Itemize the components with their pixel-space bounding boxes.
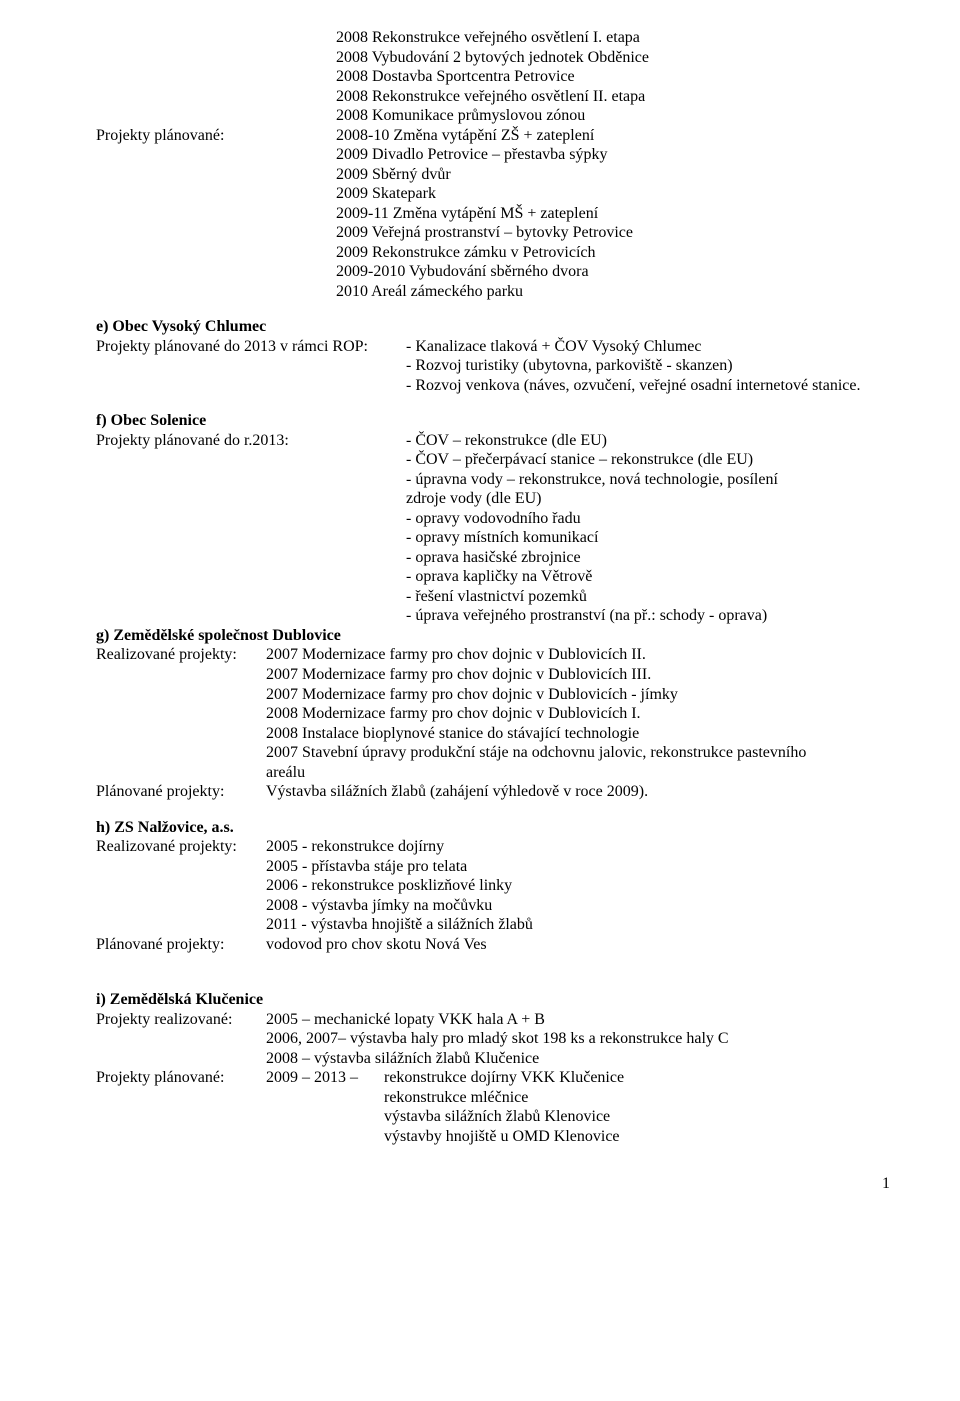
row-label: Projekty plánované: <box>96 126 336 146</box>
text-line: zdroje vody (dle EU) <box>406 489 900 509</box>
text-line: 2007 Stavební úpravy produkční stáje na … <box>266 743 900 763</box>
text-line: rekonstrukce mléčnice <box>384 1088 900 1108</box>
heading-h: h) ZS Nalžovice, a.s. <box>96 818 900 838</box>
labeled-row: Realizované projekty: 2005 - rekonstrukc… <box>96 837 900 857</box>
text-line: 2009 Divadlo Petrovice – přestavba sýpky <box>336 145 900 165</box>
row-label: Realizované projekty: <box>96 645 266 665</box>
row-label: Projekty plánované do r.2013: <box>96 431 406 451</box>
text-line: 2008 – výstavba silážních žlabů Klučenic… <box>266 1049 900 1069</box>
row-label: Projekty plánované do 2013 v rámci ROP: <box>96 337 406 357</box>
row-value: 2008-10 Změna vytápění ZŠ + zateplení <box>336 126 594 146</box>
row-value: 2005 – mechanické lopaty VKK hala A + B <box>266 1010 545 1030</box>
list-i2: rekonstrukce mléčnice výstavba silážních… <box>384 1088 900 1147</box>
text-line: výstavba silážních žlabů Klenovice <box>384 1107 900 1127</box>
row-label: Projekty realizované: <box>96 1010 266 1030</box>
text-line: - opravy místních komunikací <box>406 528 900 548</box>
text-line: výstavby hnojiště u OMD Klenovice <box>384 1127 900 1147</box>
labeled-row: Realizované projekty: 2007 Modernizace f… <box>96 645 900 665</box>
list-f: - ČOV – přečerpávací stanice – rekonstru… <box>406 450 900 626</box>
text-line: 2008 Rekonstrukce veřejného osvětlení I.… <box>336 28 900 48</box>
row-value: - ČOV – rekonstrukce (dle EU) <box>406 431 607 451</box>
labeled-row: Projekty realizované: 2005 – mechanické … <box>96 1010 900 1030</box>
row-label: Plánované projekty: <box>96 782 266 802</box>
section-top: 2008 Rekonstrukce veřejného osvětlení I.… <box>96 28 900 301</box>
list-g1: 2007 Modernizace farmy pro chov dojnic v… <box>266 665 900 782</box>
list-i1: 2006, 2007– výstavba haly pro mladý skot… <box>266 1029 900 1068</box>
labeled-row: Plánované projekty: vodovod pro chov sko… <box>96 935 900 955</box>
labeled-row: Projekty plánované do r.2013: - ČOV – re… <box>96 431 900 451</box>
text-line: 2011 - výstavba hnojiště a silážních žla… <box>266 915 900 935</box>
text-line: 2006, 2007– výstavba haly pro mladý skot… <box>266 1029 900 1049</box>
text-line: 2008 Dostavba Sportcentra Petrovice <box>336 67 900 87</box>
text-line: - oprava kapličky na Větrově <box>406 567 900 587</box>
labeled-row: Projekty plánované: 2009 – 2013 – rekons… <box>96 1068 900 1088</box>
text-line: 2009 Sběrný dvůr <box>336 165 900 185</box>
row-value: - Kanalizace tlaková + ČOV Vysoký Chlume… <box>406 337 701 357</box>
list-e: - Rozvoj turistiky (ubytovna, parkoviště… <box>406 356 900 395</box>
text-line: - Rozvoj turistiky (ubytovna, parkoviště… <box>406 356 900 376</box>
row-value-b: rekonstrukce dojírny VKK Klučenice <box>384 1068 624 1088</box>
text-line: 2008 - výstavba jímky na močůvku <box>266 896 900 916</box>
text-line: 2005 - přístavba stáje pro telata <box>266 857 900 877</box>
text-line: 2007 Modernizace farmy pro chov dojnic v… <box>266 665 900 685</box>
text-line: - opravy vodovodního řadu <box>406 509 900 529</box>
labeled-row: Projekty plánované do 2013 v rámci ROP: … <box>96 337 900 357</box>
heading-e: e) Obec Vysoký Chlumec <box>96 317 900 337</box>
row-value: vodovod pro chov skotu Nová Ves <box>266 935 487 955</box>
text-line: 2008 Vybudování 2 bytových jednotek Obdě… <box>336 48 900 68</box>
text-line: 2009-11 Změna vytápění MŠ + zateplení <box>336 204 900 224</box>
row-value: Výstavba silážních žlabů (zahájení výhle… <box>266 782 648 802</box>
labeled-row: Projekty plánované: 2008-10 Změna vytápě… <box>96 126 900 146</box>
text-line: - úprava veřejného prostranství (na př.:… <box>406 606 900 626</box>
row-value: 2007 Modernizace farmy pro chov dojnic v… <box>266 645 646 665</box>
text-line: - řešení vlastnictví pozemků <box>406 587 900 607</box>
text-line: 2006 - rekonstrukce posklizňové linky <box>266 876 900 896</box>
heading-f: f) Obec Solenice <box>96 411 900 431</box>
row-label: Plánované projekty: <box>96 935 266 955</box>
row-value: 2005 - rekonstrukce dojírny <box>266 837 444 857</box>
text-line: 2009 Veřejná prostranství – bytovky Petr… <box>336 223 900 243</box>
labeled-row: Plánované projekty: Výstavba silážních ž… <box>96 782 900 802</box>
row-value-a: 2009 – 2013 – <box>266 1068 384 1088</box>
text-line: - úpravna vody – rekonstrukce, nová tech… <box>406 470 900 490</box>
row-label: Projekty plánované: <box>96 1068 266 1088</box>
page-number: 1 <box>96 1174 900 1194</box>
text-line: 2008 Rekonstrukce veřejného osvětlení II… <box>336 87 900 107</box>
list-h1: 2005 - přístavba stáje pro telata 2006 -… <box>266 857 900 935</box>
text-line: areálu <box>266 763 900 783</box>
text-line: 2008 Modernizace farmy pro chov dojnic v… <box>266 704 900 724</box>
heading-i: i) Zemědělská Klučenice <box>96 990 900 1010</box>
row-label: Realizované projekty: <box>96 837 266 857</box>
text-line: 2010 Areál zámeckého parku <box>336 282 900 302</box>
text-line: - oprava hasičské zbrojnice <box>406 548 900 568</box>
text-line: 2009 Rekonstrukce zámku v Petrovicích <box>336 243 900 263</box>
text-line: 2008 Komunikace průmyslovou zónou <box>336 106 900 126</box>
top-list-2: 2009 Divadlo Petrovice – přestavba sýpky… <box>336 145 900 301</box>
text-line: 2008 Instalace bioplynové stanice do stá… <box>266 724 900 744</box>
text-line: - ČOV – přečerpávací stanice – rekonstru… <box>406 450 900 470</box>
text-line: - Rozvoj venkova (náves, ozvučení, veřej… <box>406 376 900 396</box>
text-line: 2009-2010 Vybudování sběrného dvora <box>336 262 900 282</box>
text-line: 2007 Modernizace farmy pro chov dojnic v… <box>266 685 900 705</box>
text-line: 2009 Skatepark <box>336 184 900 204</box>
heading-g: g) Zemědělské společnost Dublovice <box>96 626 900 646</box>
top-list-1: 2008 Rekonstrukce veřejného osvětlení I.… <box>336 28 900 126</box>
